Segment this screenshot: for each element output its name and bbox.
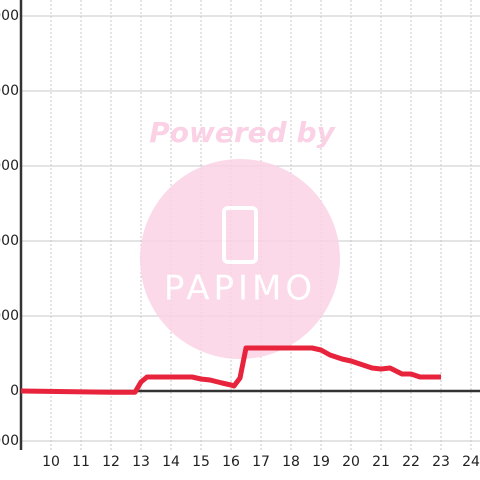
x-tick-label: 19 — [312, 454, 330, 470]
y-tick-label: 0 — [10, 383, 19, 399]
x-tick-label: 17 — [252, 454, 270, 470]
watermark-circle — [140, 159, 340, 359]
y-tick-label: 120,000 — [0, 83, 19, 99]
y-tick-label: 60,000 — [0, 233, 19, 249]
x-tick-label: 20 — [342, 454, 360, 470]
y-tick-label: 150,000 — [0, 8, 19, 24]
x-tick-label: 13 — [132, 454, 150, 470]
x-tick-label: 10 — [42, 454, 60, 470]
phone-icon — [222, 206, 258, 264]
x-tick-label: 15 — [192, 454, 210, 470]
x-tick-label: 11 — [72, 454, 90, 470]
watermark-text: Powered by — [149, 116, 336, 149]
y-tick-label: 30,000 — [0, 308, 19, 324]
x-tick-label: 21 — [372, 454, 390, 470]
x-tick-label: 22 — [402, 454, 420, 470]
x-tick-label: 12 — [102, 454, 120, 470]
x-tick-label: 23 — [432, 454, 450, 470]
x-tick-label: 14 — [162, 454, 180, 470]
x-tick-label: 24 — [462, 454, 480, 470]
y-tick-label: -20,000 — [0, 433, 19, 449]
y-tick-label: 90,000 — [0, 158, 19, 174]
x-tick-label: 18 — [282, 454, 300, 470]
x-tick-label: 16 — [222, 454, 240, 470]
watermark: Powered by PAPIMO — [140, 116, 340, 359]
watermark-logo: PAPIMO — [164, 269, 316, 309]
line — [20, 345, 441, 395]
